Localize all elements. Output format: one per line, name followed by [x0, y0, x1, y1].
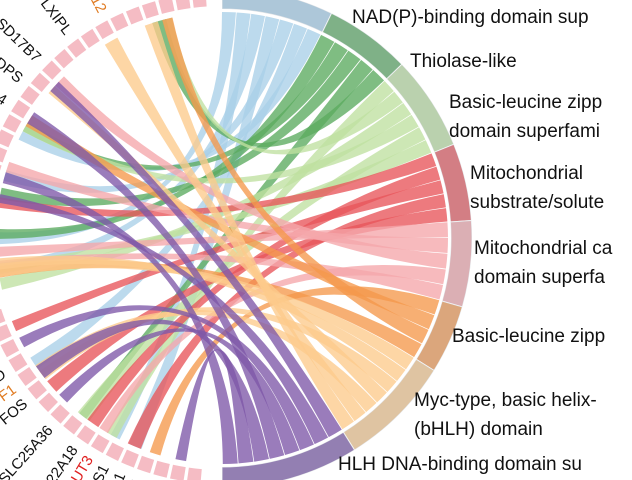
term-ring-shade	[322, 13, 402, 79]
term-label: HLH DNA-binding domain su	[338, 454, 582, 475]
gene-ring	[2, 114, 22, 133]
gene-ring	[80, 28, 100, 48]
gene-ring	[121, 449, 139, 468]
gene-label: B12	[82, 0, 110, 16]
gene-label: 24	[0, 86, 10, 109]
gene-ring	[0, 165, 2, 171]
gene-ring	[0, 324, 12, 342]
chord	[106, 81, 394, 438]
chord	[2, 172, 238, 464]
chord	[110, 12, 251, 440]
chord	[128, 16, 280, 450]
term-label: domain superfami	[449, 121, 600, 142]
gene-ring	[0, 129, 14, 148]
term-label: Mitochondrial	[470, 163, 583, 184]
chord	[0, 222, 448, 257]
gene-ring	[27, 380, 47, 400]
gene-ring	[54, 49, 74, 69]
gene-ring	[17, 367, 37, 387]
term-ring-shade	[343, 359, 435, 451]
term-ring-shade	[416, 301, 463, 371]
gene-ring	[76, 425, 96, 445]
term-ring-shade	[222, 0, 332, 33]
term-ring	[221, 431, 356, 480]
gene-ring	[175, 0, 191, 11]
gene-ring	[20, 85, 40, 105]
gene-label: D	[0, 366, 9, 386]
gene-ring	[42, 60, 62, 80]
chord	[50, 81, 342, 438]
gene-label: 21	[107, 470, 129, 480]
gene-ring	[8, 353, 28, 372]
gene-ring	[105, 442, 124, 461]
gene-ring	[0, 308, 6, 324]
term-ring-shade	[442, 220, 472, 307]
gene-ring	[158, 0, 175, 14]
term-label: domain superfa	[474, 267, 605, 288]
chord	[0, 13, 265, 275]
term-label: NAD(P)-binding domain sup	[352, 7, 589, 28]
gene-ring	[110, 12, 129, 32]
gene-ring	[137, 455, 155, 474]
term-label: substrate/solute	[470, 192, 604, 213]
term-label: Basic-leucine zipp	[449, 92, 602, 113]
chord	[99, 264, 446, 434]
term-label: (bHLH) domain	[414, 419, 543, 440]
term-label: Mitochondrial ca	[474, 238, 613, 259]
term-label: Basic-leucine zipp	[452, 326, 605, 347]
gene-ring	[67, 38, 87, 58]
term-ring-shade	[434, 144, 472, 223]
chord	[0, 50, 361, 207]
chord	[0, 259, 414, 370]
chord	[104, 37, 366, 422]
chords	[0, 12, 449, 464]
chord	[152, 19, 385, 148]
gene-ring	[95, 20, 114, 40]
term-ring-shade	[386, 64, 454, 153]
gene-ring	[187, 467, 202, 480]
gene-ring	[141, 1, 159, 19]
gene-label: DPS	[0, 54, 26, 86]
gene-ring	[38, 392, 58, 412]
gene-ring	[0, 147, 8, 163]
gene-ring	[0, 338, 20, 358]
chord	[175, 349, 254, 464]
chord	[22, 114, 419, 184]
gene-ring	[153, 460, 170, 478]
gene-ring	[192, 0, 207, 8]
chord	[11, 180, 444, 332]
gene-label: LXIPL	[37, 0, 75, 38]
gene-ring	[50, 404, 70, 424]
term-label: Thiolase-like	[410, 51, 517, 72]
rings	[0, 0, 473, 480]
chord	[5, 161, 449, 253]
gene-ring	[90, 434, 110, 454]
gene-ring	[30, 72, 51, 92]
gene-ring	[125, 6, 144, 25]
term-label: Myc-type, basic helix-	[414, 390, 597, 411]
gene-ring	[170, 464, 186, 480]
gene-ring	[11, 99, 31, 119]
gene-ring	[63, 415, 83, 435]
chord	[149, 286, 440, 456]
term-ring-shade	[222, 432, 355, 480]
chord	[144, 21, 354, 430]
chord	[19, 305, 314, 451]
